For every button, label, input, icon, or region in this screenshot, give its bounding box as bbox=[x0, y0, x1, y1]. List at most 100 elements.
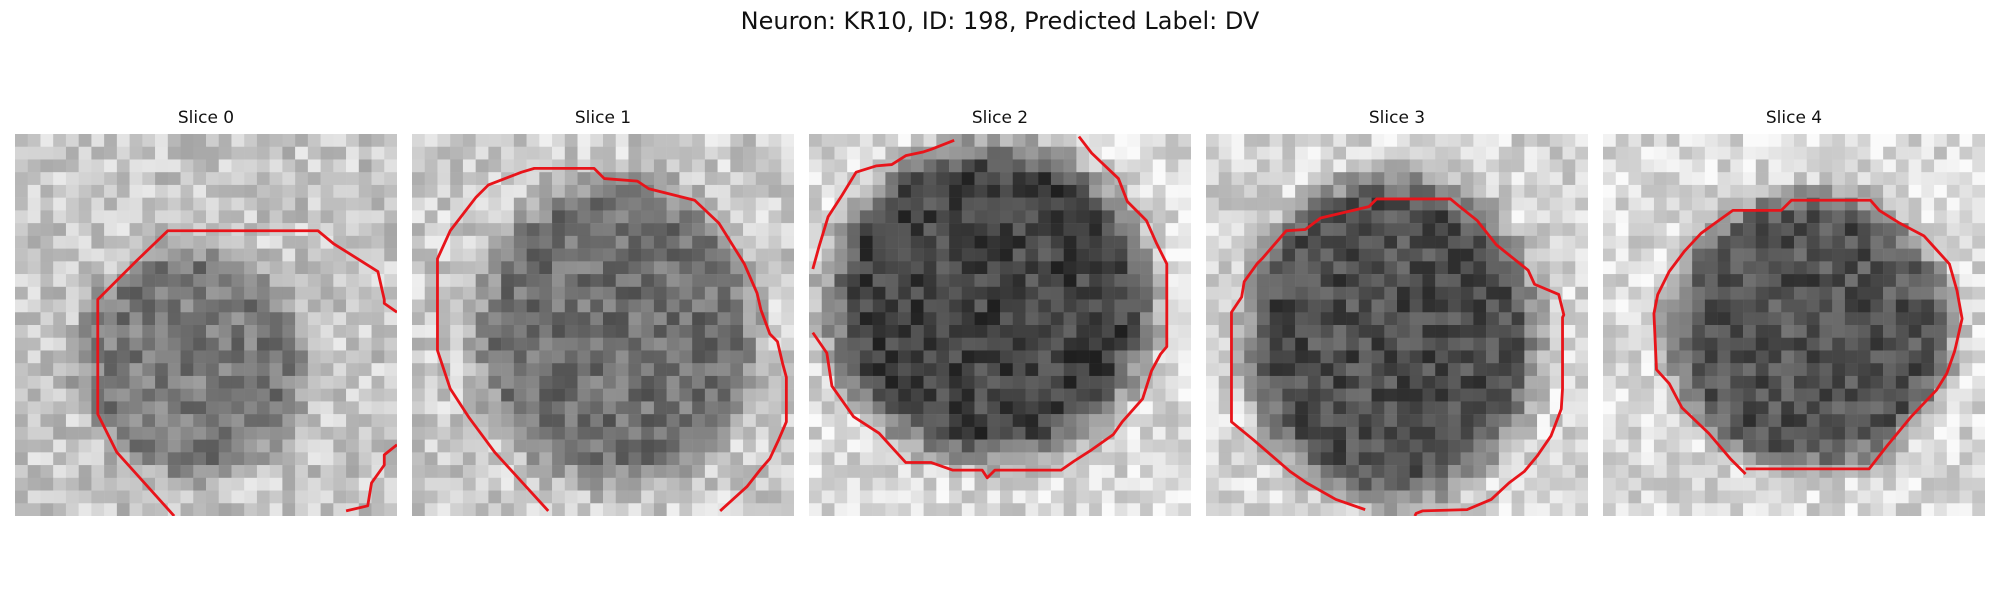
image-pixel bbox=[437, 477, 451, 491]
image-pixel bbox=[65, 426, 79, 440]
image-pixel bbox=[1717, 490, 1731, 504]
image-pixel bbox=[78, 426, 92, 440]
image-pixel bbox=[949, 503, 963, 516]
image-pixel bbox=[872, 197, 886, 211]
image-pixel bbox=[872, 490, 886, 504]
image-pixel bbox=[809, 363, 822, 377]
image-pixel bbox=[628, 490, 642, 504]
image-pixel bbox=[1819, 159, 1833, 173]
image-pixel bbox=[1473, 159, 1487, 173]
image-pixel bbox=[412, 414, 425, 428]
image-pixel bbox=[1717, 465, 1731, 479]
image-pixel bbox=[1320, 248, 1334, 262]
image-pixel bbox=[949, 184, 963, 198]
image-pixel bbox=[1384, 401, 1398, 415]
image-pixel bbox=[104, 363, 118, 377]
image-pixel bbox=[104, 210, 118, 224]
image-pixel bbox=[615, 159, 629, 173]
image-pixel bbox=[1422, 350, 1436, 364]
image-pixel bbox=[1704, 477, 1718, 491]
image-pixel bbox=[1946, 503, 1960, 516]
image-pixel bbox=[27, 350, 41, 364]
image-pixel bbox=[371, 312, 385, 326]
image-pixel bbox=[1870, 439, 1884, 453]
image-pixel bbox=[424, 159, 438, 173]
image-pixel bbox=[27, 159, 41, 173]
image-pixel bbox=[346, 465, 360, 479]
image-pixel bbox=[1346, 299, 1360, 313]
image-pixel bbox=[1603, 388, 1616, 402]
image-pixel bbox=[513, 299, 527, 313]
image-pixel bbox=[821, 337, 835, 351]
image-pixel bbox=[1231, 223, 1245, 237]
image-pixel bbox=[1692, 146, 1706, 160]
image-pixel bbox=[424, 337, 438, 351]
image-pixel bbox=[603, 197, 616, 211]
image-pixel bbox=[666, 197, 680, 211]
image-pixel bbox=[1244, 414, 1258, 428]
image-pixel bbox=[346, 261, 360, 275]
image-pixel bbox=[1730, 414, 1744, 428]
image-pixel bbox=[282, 197, 296, 211]
image-pixel bbox=[1307, 388, 1321, 402]
image-pixel bbox=[898, 350, 912, 364]
image-pixel bbox=[1653, 465, 1667, 479]
image-pixel bbox=[641, 388, 655, 402]
image-pixel bbox=[1883, 477, 1897, 491]
image-pixel bbox=[1653, 325, 1667, 338]
image-pixel bbox=[167, 325, 181, 338]
image-pixel bbox=[1447, 248, 1461, 262]
image-pixel bbox=[1679, 223, 1693, 237]
image-pixel bbox=[1934, 235, 1948, 249]
image-pixel bbox=[129, 210, 143, 224]
image-pixel bbox=[15, 439, 28, 453]
image-pixel bbox=[155, 465, 169, 479]
image-pixel bbox=[231, 490, 245, 504]
image-pixel bbox=[1653, 261, 1667, 275]
image-pixel bbox=[1549, 172, 1563, 186]
image-pixel bbox=[872, 363, 886, 377]
image-pixel bbox=[1371, 490, 1385, 504]
image-pixel bbox=[295, 375, 309, 389]
image-pixel bbox=[1435, 325, 1449, 338]
image-pixel bbox=[1371, 172, 1385, 186]
image-pixel bbox=[1857, 299, 1871, 313]
image-pixel bbox=[1806, 146, 1820, 160]
image-pixel bbox=[358, 134, 372, 147]
slice-title: Slice 4 bbox=[1765, 108, 1823, 128]
image-pixel bbox=[1921, 414, 1935, 428]
image-pixel bbox=[218, 197, 232, 211]
image-pixel bbox=[1524, 337, 1538, 351]
image-pixel bbox=[1460, 388, 1474, 402]
image-pixel bbox=[1012, 312, 1026, 326]
image-pixel bbox=[1781, 172, 1795, 186]
image-pixel bbox=[730, 146, 744, 160]
image-pixel bbox=[193, 172, 207, 186]
image-pixel bbox=[1038, 477, 1052, 491]
image-pixel bbox=[1206, 363, 1219, 377]
image-pixel bbox=[1946, 452, 1960, 466]
image-pixel bbox=[1666, 452, 1680, 466]
image-pixel bbox=[1832, 337, 1846, 351]
image-pixel bbox=[821, 439, 835, 453]
image-pixel bbox=[384, 172, 397, 186]
image-pixel bbox=[704, 426, 718, 440]
image-pixel bbox=[450, 426, 464, 440]
image-pixel bbox=[1730, 261, 1744, 275]
image-pixel bbox=[167, 375, 181, 389]
image-pixel bbox=[1256, 426, 1270, 440]
image-pixel bbox=[78, 261, 92, 275]
image-pixel bbox=[781, 248, 794, 262]
image-pixel bbox=[641, 210, 655, 224]
image-pixel bbox=[847, 261, 861, 275]
image-pixel bbox=[1562, 337, 1576, 351]
image-pixel bbox=[615, 248, 629, 262]
image-pixel bbox=[65, 337, 79, 351]
image-pixel bbox=[371, 210, 385, 224]
image-pixel bbox=[1755, 274, 1769, 288]
image-pixel bbox=[1755, 401, 1769, 415]
image-pixel bbox=[679, 401, 693, 415]
image-pixel bbox=[295, 325, 309, 338]
image-pixel bbox=[641, 197, 655, 211]
image-pixel bbox=[1346, 465, 1360, 479]
